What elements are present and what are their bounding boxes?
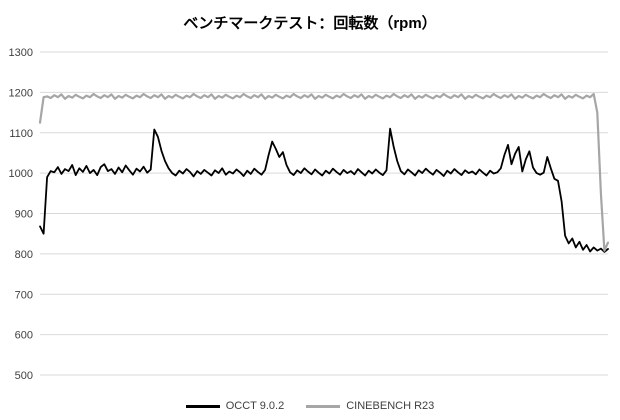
chart-legend: OCCT 9.0.2 CINEBENCH R23 [0, 400, 620, 412]
legend-item-occt: OCCT 9.0.2 [185, 400, 285, 412]
y-axis-tick-label: 1100 [9, 128, 33, 140]
y-axis-tick-label: 500 [15, 370, 33, 382]
y-axis-tick-label: 700 [15, 289, 33, 301]
legend-line-sample-cinebench [306, 404, 341, 408]
y-axis-tick-label: 1300 [9, 47, 33, 59]
series-line-occt-9.0.2 [39, 127, 609, 253]
chart-title: ベンチマークテスト：回転数（rpm） [183, 15, 437, 32]
y-axis-tick-label: 1200 [9, 87, 33, 99]
y-axis-tick-label: 1000 [9, 168, 33, 180]
y-axis-tick-label: 800 [15, 249, 33, 261]
y-axis-tick-label: 900 [15, 209, 33, 221]
legend-line-sample-occt [185, 404, 220, 408]
legend-label-occt: OCCT 9.0.2 [225, 400, 285, 412]
y-axis-tick-label: 600 [15, 330, 33, 342]
legend-item-cinebench: CINEBENCH R23 [306, 400, 434, 412]
series-line-cinebench-r23 [38, 92, 610, 252]
legend-label-cinebench: CINEBENCH R23 [346, 400, 435, 412]
